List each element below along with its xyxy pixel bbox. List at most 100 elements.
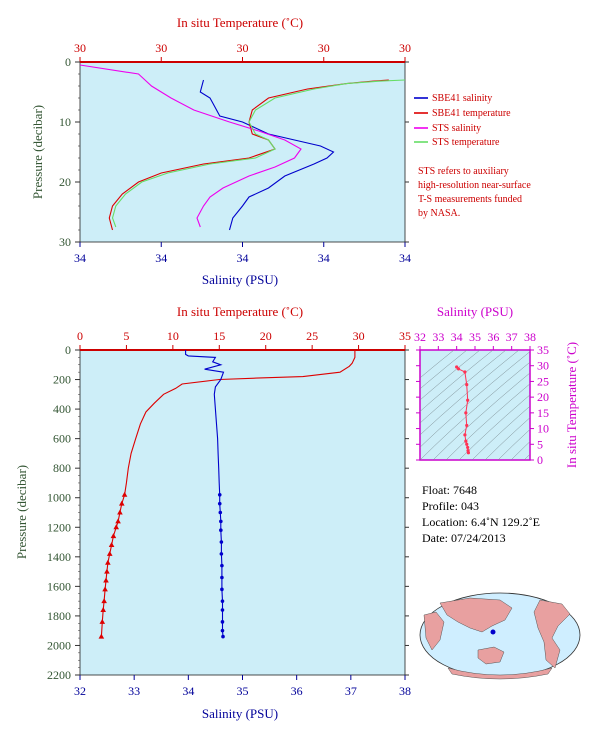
legend-label-sbe41-temperature: SBE41 temperature (432, 108, 511, 119)
ts-point (466, 451, 470, 455)
ts-right-tick-label: 0 (537, 453, 543, 467)
ts-density-contour (471, 405, 530, 460)
ts-density-contour (484, 417, 530, 460)
upper-top-ticks: 30 30 30 30 30 (74, 41, 411, 62)
map-float-location-marker (490, 629, 496, 635)
upper-chart: In situ Temperature (˚C) 30 30 30 30 30 34 34… (30, 15, 531, 287)
ts-density-contour (420, 350, 520, 436)
lower-salinity-marker (219, 552, 224, 556)
lower-y-tick-label: 1200 (47, 520, 71, 534)
ts-top-tick-label: 37 (506, 330, 518, 344)
lower-bottom-tick-label: 33 (128, 684, 140, 698)
lower-y-tick-label: 200 (53, 373, 71, 387)
lower-salinity-marker (220, 575, 224, 580)
lower-salinity-marker (217, 501, 222, 506)
lower-y-tick-label: 2200 (47, 668, 71, 682)
lower-y-axis-title: Pressure (decibar) (14, 465, 29, 559)
ts-right-tick-label: 30 (537, 359, 549, 373)
upper-y-tick-label: 0 (65, 55, 71, 69)
sts-note-line-3: T-S measurements funded (418, 194, 522, 205)
lower-top-tick-label: 5 (123, 329, 129, 343)
lower-salinity-marker (220, 608, 225, 612)
upper-bottom-tick-label: 34 (237, 251, 249, 265)
lower-top-tick-label: 25 (306, 329, 318, 343)
ts-point (466, 398, 470, 402)
lower-plot-area (79, 349, 406, 676)
upper-top-tick-label: 30 (74, 41, 86, 55)
ts-point (463, 433, 467, 437)
float-location: Location: 6.4˚N 129.2˚E (422, 515, 540, 529)
lower-salinity-marker (219, 519, 223, 524)
lower-bottom-tick-label: 34 (182, 684, 194, 698)
lower-series-line-1 (185, 350, 225, 637)
lower-salinity-marker (221, 634, 225, 639)
ts-point (466, 445, 470, 450)
lower-bottom-ticks: 32 33 34 35 36 37 38 (74, 675, 411, 698)
legend-label-sts-temperature: STS temperature (432, 137, 500, 148)
ts-density-contour (510, 441, 530, 460)
ts-point (465, 382, 469, 387)
upper-top-axis-title: In situ Temperature (˚C) (177, 15, 303, 30)
lower-temperature-marker (121, 491, 128, 497)
lower-y-ticks: 0 200 400 600 800 1000 1200 1400 1600 1800 2000 220… (47, 343, 409, 682)
lower-y-tick-label: 1000 (47, 491, 71, 505)
upper-bottom-tick-label: 34 (74, 251, 86, 265)
ts-top-tick-label: 36 (487, 330, 499, 344)
upper-series-line-3 (111, 79, 406, 228)
ts-point (464, 439, 468, 443)
world-map (419, 592, 581, 680)
lower-temperature-marker (106, 550, 113, 556)
sts-note-line-1: STS refers to auxiliary (418, 166, 509, 177)
lower-series-line-0 (100, 350, 356, 637)
upper-bottom-tick-label: 34 (155, 251, 167, 265)
lower-temperature-marker (113, 524, 120, 530)
lower-salinity-marker (218, 510, 223, 515)
upper-series (79, 64, 406, 231)
lower-top-tick-label: 30 (353, 329, 365, 343)
ts-top-axis-title: Salinity (PSU) (437, 304, 513, 319)
lower-temperature-marker (115, 518, 121, 524)
lower-salinity-marker (219, 528, 223, 533)
lower-top-tick-label: 15 (213, 329, 225, 343)
upper-y-ticks: 0 10 20 30 (59, 55, 409, 249)
upper-y-tick-label: 10 (59, 115, 71, 129)
ts-series (455, 365, 470, 455)
ts-right-tick-label: 35 (537, 343, 549, 357)
ts-top-tick-label: 35 (469, 330, 481, 344)
ts-density-contour (458, 394, 530, 460)
ts-density-contour (497, 429, 530, 460)
upper-top-tick-label: 30 (399, 41, 411, 55)
lower-bottom-tick-label: 36 (291, 684, 303, 698)
upper-plot-area (79, 61, 406, 243)
profile-number: Profile: 043 (422, 499, 479, 513)
lower-salinity-marker (220, 620, 225, 624)
lower-temperature-marker (98, 633, 105, 639)
upper-top-tick-label: 30 (318, 41, 330, 55)
lower-bottom-tick-label: 32 (74, 684, 86, 698)
lower-temperature-marker (102, 586, 108, 592)
float-number: Float: 7648 (422, 483, 477, 497)
lower-top-tick-label: 10 (167, 329, 179, 343)
map-land-americas (533, 599, 571, 669)
upper-y-axis-title: Pressure (decibar) (30, 105, 45, 199)
lower-y-tick-label: 1600 (47, 579, 71, 593)
upper-x-axis-title: Salinity (PSU) (202, 272, 278, 287)
lower-top-axis-title: In situ Temperature (˚C) (177, 304, 303, 319)
map-land-antarctica (447, 667, 553, 680)
upper-y-tick-label: 20 (59, 175, 71, 189)
ts-density-contour (445, 383, 530, 460)
ts-density-contour (432, 372, 530, 460)
lower-top-tick-label: 0 (77, 329, 83, 343)
ts-top-tick-label: 32 (414, 330, 426, 344)
upper-bottom-tick-label: 34 (318, 251, 330, 265)
upper-top-tick-label: 30 (155, 41, 167, 55)
upper-bottom-tick-label: 34 (399, 251, 411, 265)
ts-top-tick-label: 33 (432, 330, 444, 344)
lower-temperature-marker (103, 577, 109, 583)
lower-temperature-marker (110, 533, 117, 539)
upper-y-tick-label: 30 (59, 235, 71, 249)
map-land-africa (423, 611, 445, 651)
lower-y-tick-label: 2000 (47, 638, 71, 652)
ts-density-contour (420, 350, 494, 412)
